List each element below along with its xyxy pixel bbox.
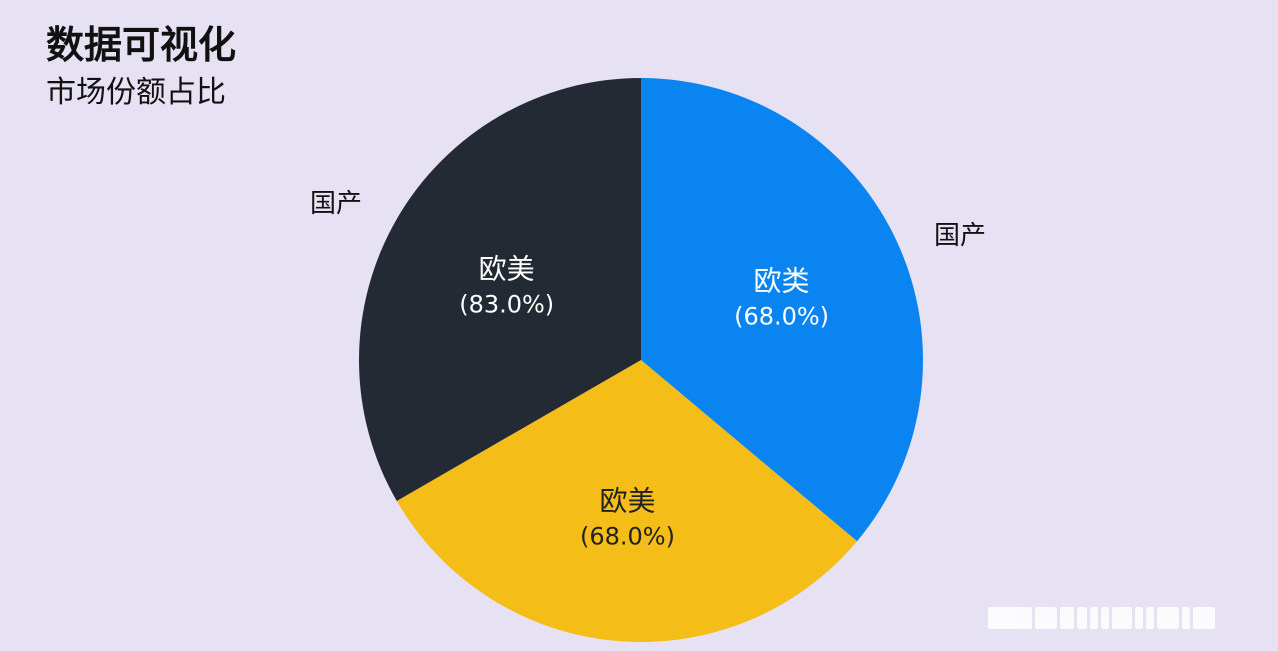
slice-label-0: 欧类 — [754, 264, 810, 297]
slice-label-2: 欧美 — [479, 252, 535, 285]
chart-subtitle: 市场份额占比 — [46, 75, 226, 110]
slice-label-1: 欧美 — [599, 485, 655, 518]
slice-value-label-0: (68.0%) — [734, 302, 829, 330]
pie-slice-2 — [358, 78, 641, 501]
outer-label-right: 国产 — [934, 221, 987, 251]
outer-label-left: 国产 — [310, 189, 363, 219]
slice-value-label-2: (83.0%) — [459, 290, 554, 318]
watermark — [988, 603, 1260, 633]
chart-title: 数据可视化 — [46, 23, 237, 67]
slice-value-label-1: (68.0%) — [580, 523, 675, 551]
pie-slice-0 — [641, 78, 923, 542]
pie-slice-1 — [396, 360, 858, 642]
